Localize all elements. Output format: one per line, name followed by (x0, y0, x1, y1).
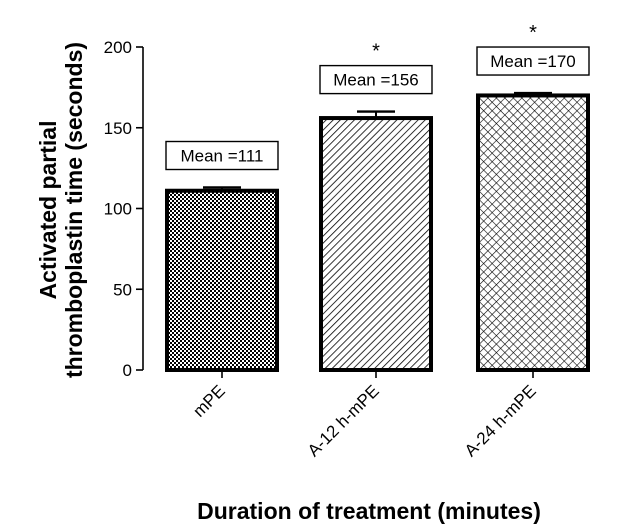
y-tick-label: 150 (104, 119, 132, 138)
significance-marker: * (529, 22, 537, 44)
bar (319, 116, 433, 372)
y-axis-title: Activated partial thromboplastin time (s… (35, 42, 87, 378)
y-tick-label: 200 (104, 38, 132, 57)
significance-marker: * (372, 41, 380, 63)
mean-annotation-box (476, 46, 590, 76)
plot-area: 0 50 100 150 200 Mean =111 mPE Mean =156 * A-12 h… (104, 22, 590, 460)
x-tick-label: A-12 h-mPE (304, 381, 383, 460)
mean-annotation: Mean =111 (180, 147, 263, 166)
y-axis-title-line-2: thromboplastin time (seconds) (61, 42, 87, 378)
mean-annotation: Mean =156 (333, 71, 419, 90)
x-tick-label: A-24 h-mPE (461, 381, 540, 460)
x-axis-title: Duration of treatment (minutes) (197, 498, 541, 524)
mean-annotation-box (165, 140, 279, 171)
mean-annotation-box (319, 64, 433, 95)
mean-annotation: Mean =170 (490, 52, 576, 71)
y-tick-label: 50 (113, 280, 132, 299)
y-tick-label: 100 (104, 200, 132, 219)
bar (476, 93, 590, 372)
bar (165, 188, 279, 372)
x-tick-label: mPE (189, 381, 228, 420)
y-tick-label: 0 (123, 361, 132, 380)
y-axis-title-line-1: Activated partial (35, 121, 61, 300)
